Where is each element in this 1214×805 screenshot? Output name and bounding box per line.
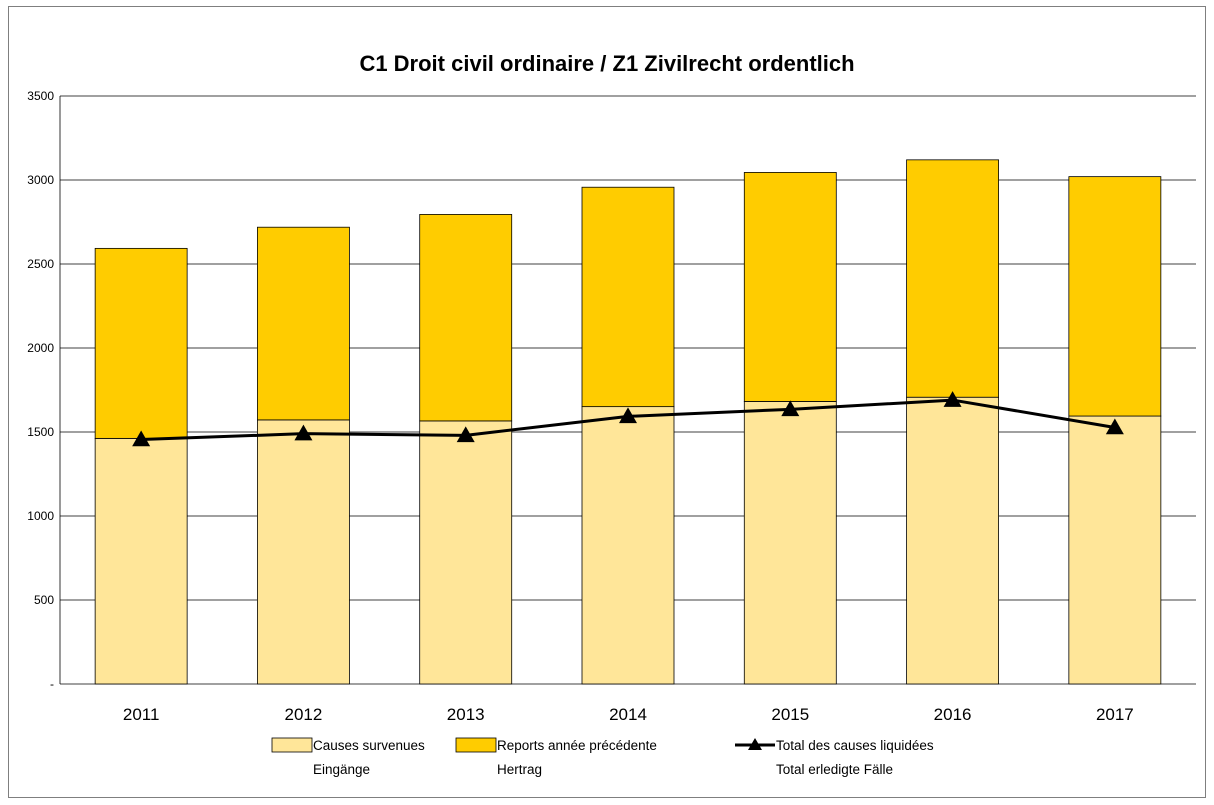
y-tick-label: 1000 (27, 509, 54, 523)
y-tick-label: 1500 (27, 425, 54, 439)
x-tick-label: 2016 (934, 705, 972, 724)
bar-segment-reports (581, 186, 675, 408)
bar-segment-causes-survenues (581, 406, 675, 685)
bar-segment-reports (94, 247, 188, 439)
line-marker (456, 426, 475, 443)
legend-label: Causes survenues (313, 738, 425, 753)
line-marker (1105, 418, 1124, 435)
legend-swatch-marker (748, 738, 762, 750)
x-tick-label: 2012 (285, 705, 323, 724)
legend-swatch-causes-survenues (271, 737, 313, 753)
bar-segment-causes-survenues (906, 396, 999, 685)
y-tick-label: 3500 (27, 89, 54, 103)
line-marker (619, 407, 637, 424)
bar-segment-causes-survenues (1068, 415, 1162, 685)
bar-segment-reports (257, 226, 350, 421)
y-tick-label: - (50, 677, 54, 691)
x-tick-label: 2014 (609, 705, 647, 724)
y-tick-label: 2500 (27, 257, 54, 271)
legend-label-secondary: Eingänge (313, 762, 370, 777)
legend-swatch-reports (455, 737, 497, 753)
chart-title: C1 Droit civil ordinaire / Z1 Zivilrecht… (359, 51, 855, 76)
y-tick-label: 500 (34, 593, 54, 607)
y-tick-label: 3000 (27, 173, 54, 187)
x-tick-label: 2011 (123, 705, 160, 724)
x-tick-label: 2013 (447, 705, 485, 724)
bar-segment-causes-survenues (94, 437, 188, 685)
line-marker (132, 430, 151, 447)
legend-label-secondary: Hertrag (497, 762, 542, 777)
bar-segment-reports (1068, 176, 1162, 417)
line-marker (781, 400, 800, 417)
bar-segment-reports (419, 214, 513, 422)
x-tick-label: 2015 (771, 705, 809, 724)
line-marker (943, 391, 962, 407)
y-tick-label: 2000 (27, 341, 54, 355)
bar-segment-causes-survenues (743, 401, 837, 685)
bar-segment-reports (906, 159, 999, 398)
legend-label: Reports année précédente (497, 738, 657, 753)
line-marker (294, 424, 313, 441)
bar-segment-reports (743, 172, 837, 402)
x-tick-label: 2017 (1096, 705, 1134, 724)
legend-label-secondary: Total erledigte Fälle (776, 762, 893, 777)
bar-segment-causes-survenues (257, 419, 350, 685)
legend-label: Total des causes liquidées (776, 738, 934, 753)
bar-segment-causes-survenues (419, 420, 513, 685)
